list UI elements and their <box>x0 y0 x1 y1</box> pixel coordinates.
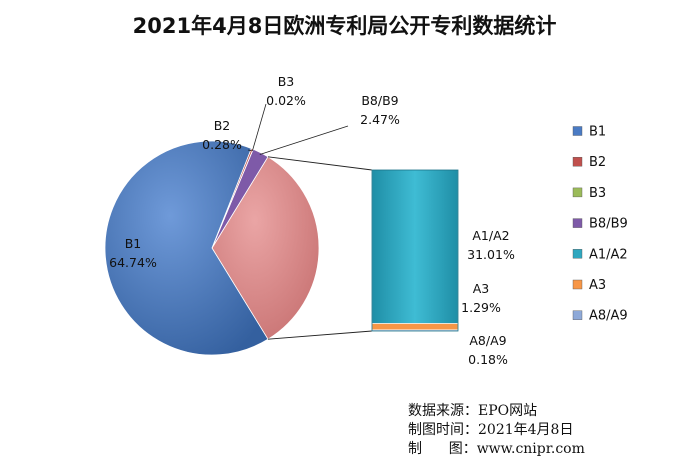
legend-label-a1-a2: A1/A2 <box>589 247 628 262</box>
label-name-b3: B3 <box>278 74 295 89</box>
source-line-3: 制 图：www.cnipr.com <box>408 438 585 458</box>
label-name-a3: A3 <box>473 281 490 296</box>
label-value-a3: 1.29% <box>461 300 501 315</box>
label-name-a8-a9: A8/A9 <box>469 333 506 348</box>
label-value-b1: 64.74% <box>109 255 157 270</box>
leader-b3 <box>252 104 266 151</box>
leader-b8-b9 <box>260 126 348 155</box>
label-value-a8-a9: 0.18% <box>468 352 508 367</box>
legend: B1 B2 B3 B8/B9 A1/A2 A3 A8/A9 <box>573 125 628 324</box>
legend-label-a3: A3 <box>589 278 606 293</box>
connector-bottom <box>268 331 372 339</box>
legend-label-b1: B1 <box>589 125 606 140</box>
legend-label-b3: B3 <box>589 186 606 201</box>
legend-swatch-b2 <box>573 157 582 166</box>
label-name-a1-a2: A1/A2 <box>472 228 509 243</box>
legend-swatch-b3 <box>573 188 582 197</box>
bar-segment-a1-a2 <box>372 170 458 324</box>
label-value-b2: 0.28% <box>202 137 242 152</box>
legend-label-b2: B2 <box>589 155 606 170</box>
legend-swatch-a8-a9 <box>573 311 582 320</box>
legend-swatch-b1 <box>573 127 582 136</box>
source-line-2: 制图时间：2021年4月8日 <box>408 419 573 439</box>
legend-label-a8-a9: A8/A9 <box>589 309 628 324</box>
legend-swatch-a1-a2 <box>573 249 582 258</box>
label-name-b1: B1 <box>125 236 142 251</box>
legend-label-b8-b9: B8/B9 <box>589 217 628 232</box>
source-line-1: 数据来源：EPO网站 <box>408 400 537 420</box>
legend-swatch-b8-b9 <box>573 219 582 228</box>
label-value-b8-b9: 2.47% <box>360 112 400 127</box>
label-value-a1-a2: 31.01% <box>467 247 515 262</box>
legend-swatch-a3 <box>573 280 582 289</box>
label-name-b2: B2 <box>214 118 231 133</box>
stacked-bar-group <box>372 170 458 331</box>
bar-segment-a3 <box>372 323 458 329</box>
label-value-b3: 0.02% <box>266 93 306 108</box>
label-name-b8-b9: B8/B9 <box>361 93 398 108</box>
